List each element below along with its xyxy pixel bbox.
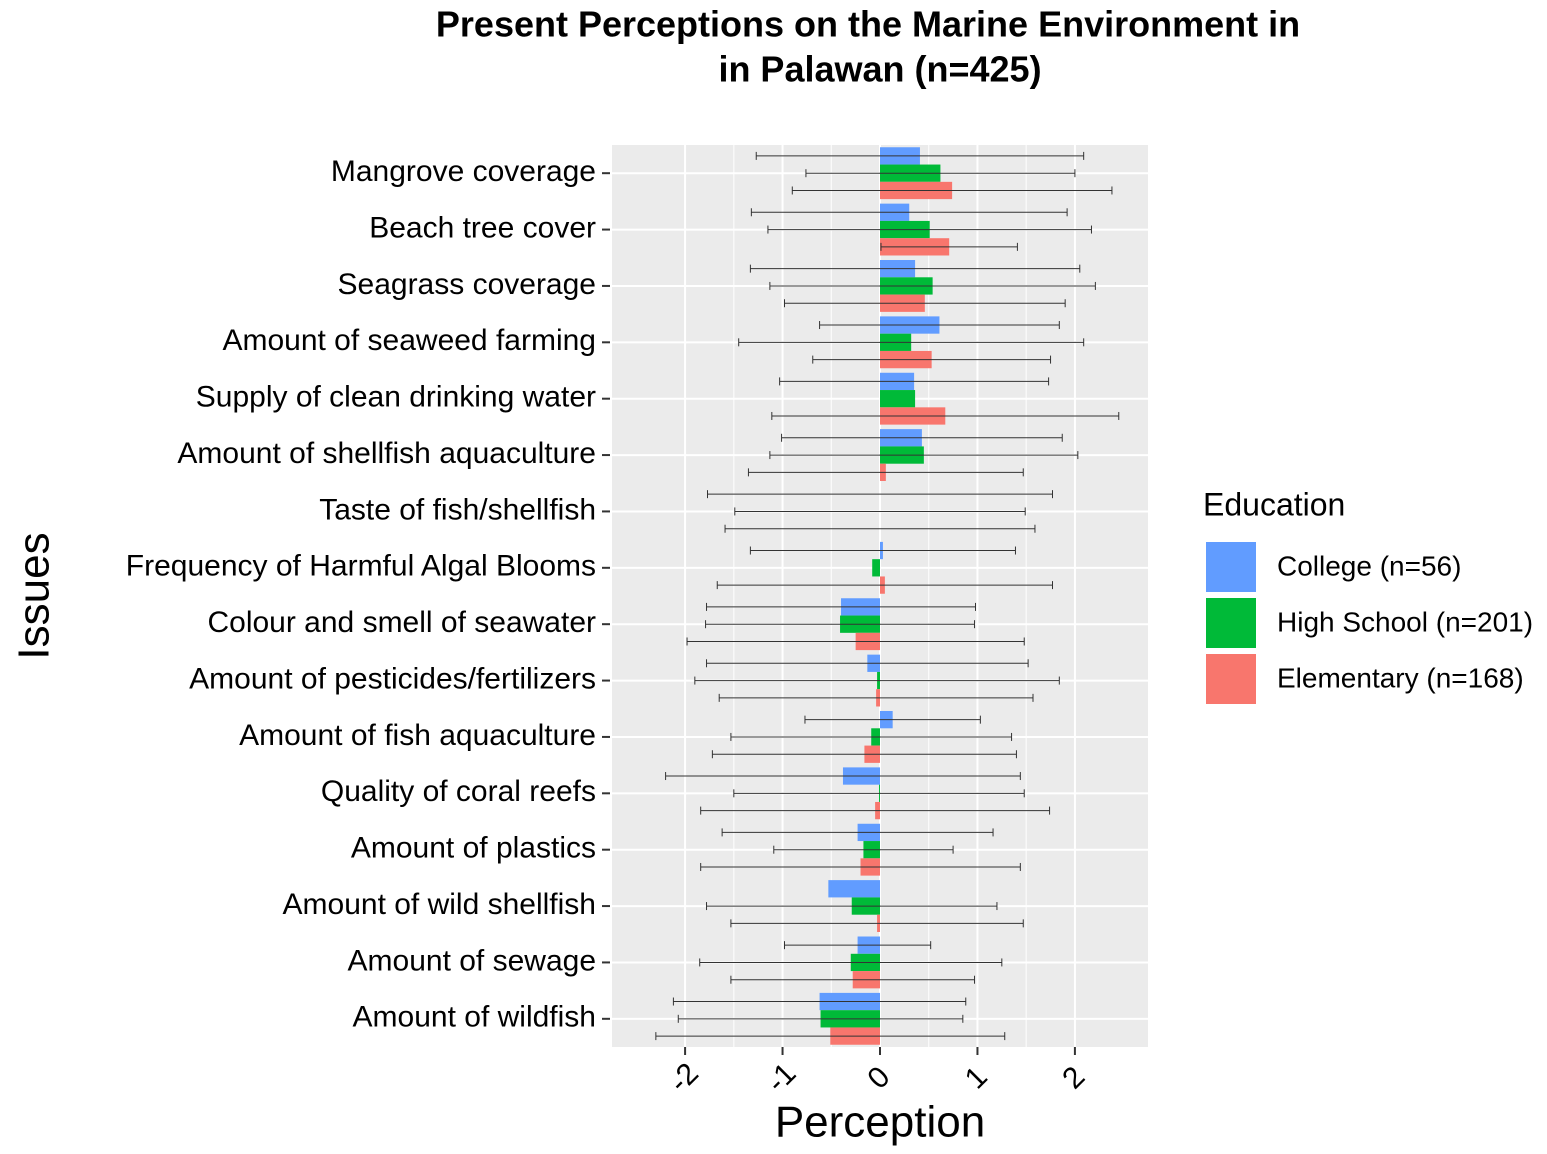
legend-label: High School (n=201) [1277, 606, 1533, 637]
error-bar [749, 546, 1016, 555]
y-tick-label: Amount of plastics [351, 832, 596, 865]
legend-label: College (n=56) [1277, 550, 1461, 581]
error-bar [769, 451, 1079, 460]
legend-key [1204, 652, 1258, 706]
legend-key [1204, 540, 1258, 594]
error-bar [707, 490, 1053, 499]
error-bar [734, 507, 1026, 516]
legend-title: Education [1203, 486, 1345, 522]
y-tick-label: Colour and smell of seawater [207, 606, 596, 639]
error-bar [781, 433, 1063, 442]
error-bar [749, 264, 1081, 273]
error-bar [771, 411, 1120, 420]
legend-key [1204, 596, 1258, 650]
y-tick-label: Amount of wild shellfish [283, 888, 596, 921]
y-tick-label: Seagrass coverage [338, 268, 597, 301]
error-bar [733, 789, 1025, 798]
error-bar [716, 581, 1053, 590]
bar [880, 390, 916, 408]
error-bar [700, 862, 1021, 871]
x-tick-label: 0 [861, 1060, 896, 1095]
y-tick-label: Amount of seaweed farming [222, 324, 596, 357]
y-tick-label: Amount of sewage [348, 944, 596, 977]
y-tick-label: Quality of coral reefs [321, 775, 596, 808]
x-tick-label: -1 [760, 1057, 802, 1099]
y-tick-label: Supply of clean drinking water [196, 381, 596, 414]
error-bar [672, 997, 967, 1006]
error-bar [730, 732, 1013, 741]
x-tick-label: -2 [663, 1057, 705, 1099]
y-tick-label: Beach tree cover [369, 211, 596, 244]
error-bar [706, 602, 977, 611]
error-bar [665, 772, 1021, 781]
y-tick-label: Mangrove coverage [331, 155, 596, 188]
error-bar [880, 242, 1018, 251]
x-tick-label: 2 [1056, 1060, 1091, 1095]
error-bar [779, 377, 1050, 386]
error-bar [747, 468, 1024, 477]
error-bar [677, 1014, 964, 1023]
x-tick-label: 1 [959, 1060, 994, 1095]
error-bar [718, 693, 1034, 702]
error-bar [706, 659, 1029, 668]
y-tick-label: Amount of fish aquaculture [239, 719, 596, 752]
error-bar [804, 715, 981, 724]
error-bar [755, 151, 1085, 160]
error-bar [706, 902, 998, 911]
y-tick-label: Frequency of Harmful Algal Blooms [126, 550, 596, 583]
error-bar [711, 750, 1017, 759]
error-bar [724, 524, 1036, 533]
error-bar [694, 676, 1060, 685]
legend-label: Elementary (n=168) [1277, 662, 1524, 693]
y-tick-label: Amount of wildfish [353, 1001, 596, 1034]
error-bar [655, 1032, 1006, 1041]
error-bar [791, 186, 1113, 195]
y-tick-label: Amount of pesticides/fertilizers [189, 662, 596, 695]
error-bar [783, 941, 932, 950]
y-tick-label: Amount of shellfish aquaculture [177, 437, 596, 470]
bar [872, 559, 880, 577]
error-bar [805, 169, 1076, 178]
error-bar [730, 975, 976, 984]
error-bar [769, 281, 1096, 290]
chart-title: Present Perceptions on the Marine Enviro… [436, 4, 1300, 45]
chart-title: in Palawan (n=425) [718, 49, 1041, 90]
error-bar [812, 355, 1052, 364]
error-bar [750, 208, 1068, 217]
x-axis-label: Perception [775, 1098, 985, 1147]
error-bar [738, 338, 1085, 347]
error-bar [773, 845, 954, 854]
y-axis-label: Issues [10, 532, 59, 659]
error-bar [721, 828, 994, 837]
error-bar [699, 958, 1003, 967]
bar [828, 880, 880, 898]
y-tick-label: Taste of fish/shellfish [319, 493, 596, 526]
error-bar [783, 299, 1066, 308]
error-bar [819, 321, 1060, 330]
error-bar [730, 919, 1024, 928]
error-bar [700, 806, 1051, 815]
error-bar [767, 225, 1092, 234]
error-bar [686, 637, 1025, 646]
error-bar [705, 620, 976, 629]
